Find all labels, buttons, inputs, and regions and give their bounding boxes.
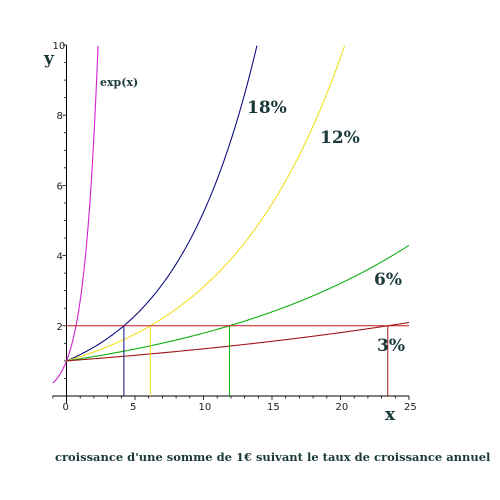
marks <box>66 325 409 396</box>
series-line-6 <box>66 244 410 362</box>
series-label-6: 6% <box>374 270 402 290</box>
x-tick-label: 20 <box>336 402 349 413</box>
series-label-18: 18% <box>247 98 287 118</box>
x-tick-label: 10 <box>199 402 212 413</box>
y-axis-label: y <box>43 49 55 69</box>
x-axis-label: x <box>385 405 396 425</box>
y-tick-label: 6 <box>57 181 63 192</box>
axes: 0 5 10 15 20 25 2 4 6 8 10 <box>52 41 417 413</box>
y-tick-label: 4 <box>57 252 63 263</box>
y-tick-label: 2 <box>57 322 63 333</box>
series-line-3 <box>66 321 410 362</box>
series-line-exp <box>52 45 99 384</box>
series-label-3: 3% <box>377 336 405 356</box>
x-tick-label: 25 <box>404 402 417 413</box>
x-tick-label: 0 <box>63 402 69 413</box>
series-line-18 <box>66 45 258 362</box>
curves <box>52 45 410 384</box>
y-tick-label: 10 <box>53 41 66 52</box>
labels: y x exp(x) 18% 12% 6% 3% croissance d'un… <box>43 49 491 464</box>
x-tick-label: 15 <box>267 402 280 413</box>
chart-caption: croissance d'une somme de 1€ suivant le … <box>55 450 491 464</box>
y-tick-label: 8 <box>57 111 63 122</box>
series-label-exp: exp(x) <box>100 76 138 89</box>
series-line-12 <box>66 45 346 362</box>
x-tick-label: 5 <box>130 402 136 413</box>
series-label-12: 12% <box>320 128 360 148</box>
